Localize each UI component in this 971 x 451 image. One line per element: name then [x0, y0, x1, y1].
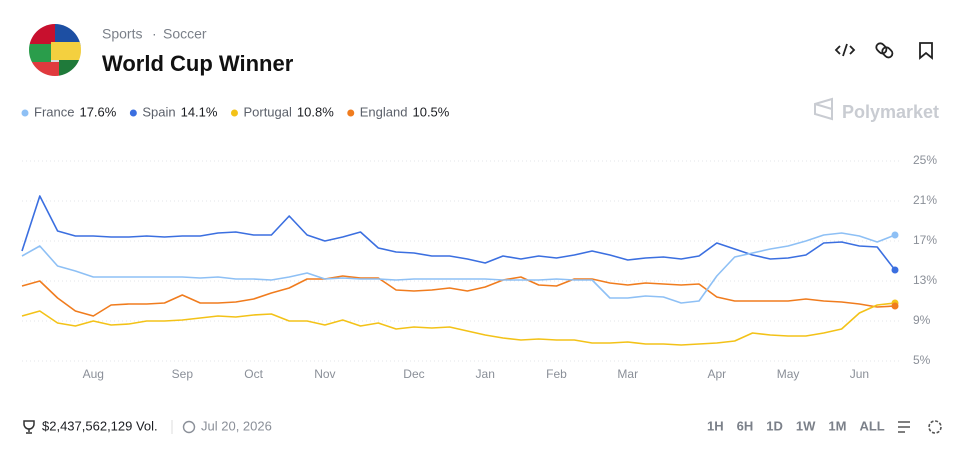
link-button[interactable]: [875, 42, 894, 59]
market-icon: [29, 24, 81, 76]
y-tick-label: 25%: [913, 153, 937, 167]
trophy-icon: [23, 420, 35, 434]
legend-name: France: [34, 104, 74, 119]
breadcrumb[interactable]: Sports: [102, 26, 142, 42]
range-button[interactable]: 1D: [766, 418, 783, 433]
end-dot: [891, 231, 899, 239]
legend-name: Portugal: [243, 104, 292, 119]
legend-dot: [21, 109, 29, 117]
legend-value: 10.5%: [412, 104, 449, 119]
title: World Cup Winner: [102, 51, 294, 76]
breadcrumb[interactable]: Soccer: [163, 26, 207, 42]
x-tick-label: Sep: [172, 367, 194, 381]
series-line: [21, 275, 896, 317]
range-button[interactable]: 1H: [707, 418, 724, 433]
x-tick-label: Apr: [707, 367, 726, 381]
y-tick-label: 17%: [913, 233, 937, 247]
range-button[interactable]: 1M: [828, 418, 846, 433]
series-line: [21, 232, 896, 304]
brand-name: Polymarket: [842, 102, 939, 122]
range-button[interactable]: ALL: [859, 418, 884, 433]
legend-value: 17.6%: [79, 104, 116, 119]
legend-dot: [129, 109, 137, 117]
end-dot: [891, 302, 899, 310]
settings-list[interactable]: [898, 421, 910, 433]
series-line: [21, 195, 896, 271]
clock-icon: [182, 420, 196, 434]
legend-dot: [347, 109, 355, 117]
x-tick-label: May: [777, 367, 800, 381]
end-date: Jul 20, 2026: [201, 418, 272, 433]
separator: ·: [152, 26, 157, 42]
legend-name: England: [360, 104, 408, 119]
x-tick-label: Nov: [314, 367, 335, 381]
end-dot: [891, 266, 899, 274]
y-tick-label: 9%: [913, 313, 931, 327]
x-tick-label: Jun: [850, 367, 869, 381]
x-tick-label: Jan: [476, 367, 495, 381]
range-button[interactable]: 1W: [796, 418, 816, 433]
legend-name: Spain: [142, 104, 175, 119]
x-tick-label: Aug: [83, 367, 104, 381]
legend-dot: [230, 109, 238, 117]
x-tick-label: Feb: [546, 367, 567, 381]
legend-value: 10.8%: [297, 104, 334, 119]
x-tick-label: Mar: [617, 367, 638, 381]
brand-logo: Polymarket: [814, 97, 939, 122]
y-tick-label: 5%: [913, 353, 931, 367]
settings-gear[interactable]: [928, 420, 942, 434]
bookmark-button[interactable]: [919, 42, 933, 60]
legend-value: 14.1%: [181, 104, 218, 119]
x-tick-label: Dec: [403, 367, 424, 381]
x-tick-label: Oct: [244, 367, 263, 381]
series-line: [21, 302, 896, 346]
y-tick-label: 21%: [913, 193, 937, 207]
range-button[interactable]: 6H: [737, 418, 754, 433]
y-tick-label: 13%: [913, 273, 937, 287]
volume: $2,437,562,129 Vol.: [42, 418, 158, 433]
embed-button[interactable]: [834, 43, 856, 57]
